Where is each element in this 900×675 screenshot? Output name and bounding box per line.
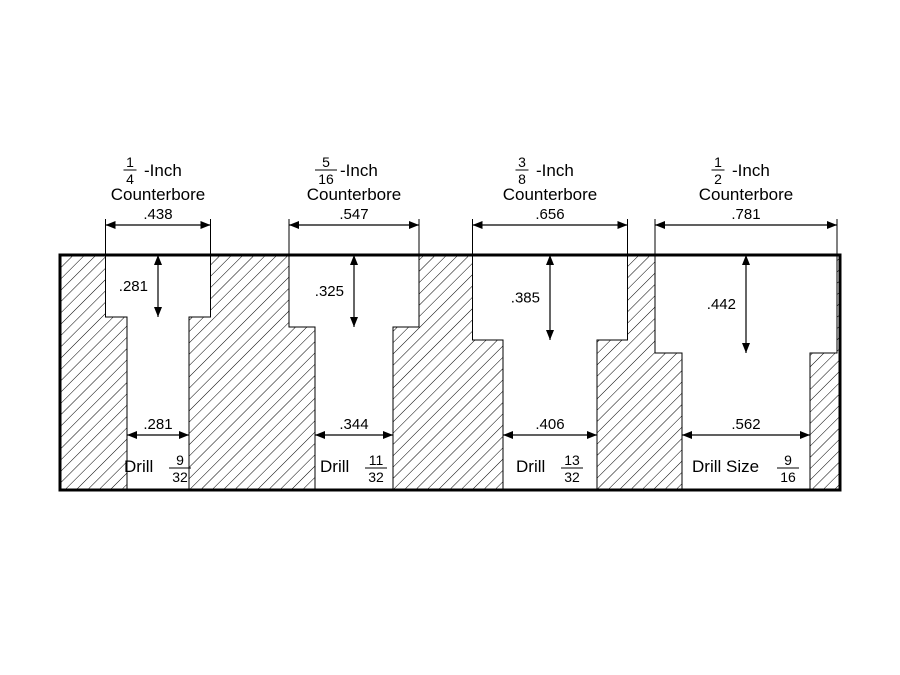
- svg-text:.385: .385: [511, 290, 540, 307]
- svg-text:-Inch: -Inch: [340, 161, 378, 180]
- svg-text:Drill: Drill: [320, 457, 349, 476]
- svg-text:9: 9: [176, 452, 184, 468]
- svg-text:Counterbore: Counterbore: [307, 185, 402, 204]
- svg-text:13: 13: [564, 452, 580, 468]
- svg-text:32: 32: [368, 469, 384, 485]
- svg-text:9: 9: [784, 452, 792, 468]
- svg-text:1: 1: [126, 154, 134, 170]
- counterbore-diagram: 14-InchCounterbore.438.281.281Drill 9325…: [0, 0, 900, 675]
- svg-text:Drill Size: Drill Size: [692, 457, 759, 476]
- svg-text:Counterbore: Counterbore: [699, 185, 794, 204]
- svg-text:-Inch: -Inch: [144, 161, 182, 180]
- svg-text:Counterbore: Counterbore: [111, 185, 206, 204]
- svg-text:.438: .438: [143, 206, 172, 223]
- svg-text:Counterbore: Counterbore: [503, 185, 598, 204]
- svg-text:.656: .656: [535, 206, 564, 223]
- svg-text:3: 3: [518, 154, 526, 170]
- svg-text:32: 32: [172, 469, 188, 485]
- svg-text:.344: .344: [339, 416, 368, 433]
- svg-text:.281: .281: [143, 416, 172, 433]
- svg-text:32: 32: [564, 469, 580, 485]
- svg-text:.547: .547: [339, 206, 368, 223]
- svg-text:16: 16: [780, 469, 796, 485]
- svg-text:5: 5: [322, 154, 330, 170]
- svg-text:11: 11: [369, 452, 384, 468]
- svg-text:.406: .406: [535, 416, 564, 433]
- svg-text:Drill: Drill: [124, 457, 153, 476]
- svg-text:-Inch: -Inch: [536, 161, 574, 180]
- svg-text:1: 1: [714, 154, 722, 170]
- svg-text:.325: .325: [315, 283, 344, 300]
- svg-text:.281: .281: [119, 278, 148, 295]
- svg-text:.562: .562: [731, 416, 760, 433]
- svg-text:.442: .442: [707, 296, 736, 313]
- svg-text:Drill: Drill: [516, 457, 545, 476]
- svg-text:.781: .781: [731, 206, 760, 223]
- svg-text:-Inch: -Inch: [732, 161, 770, 180]
